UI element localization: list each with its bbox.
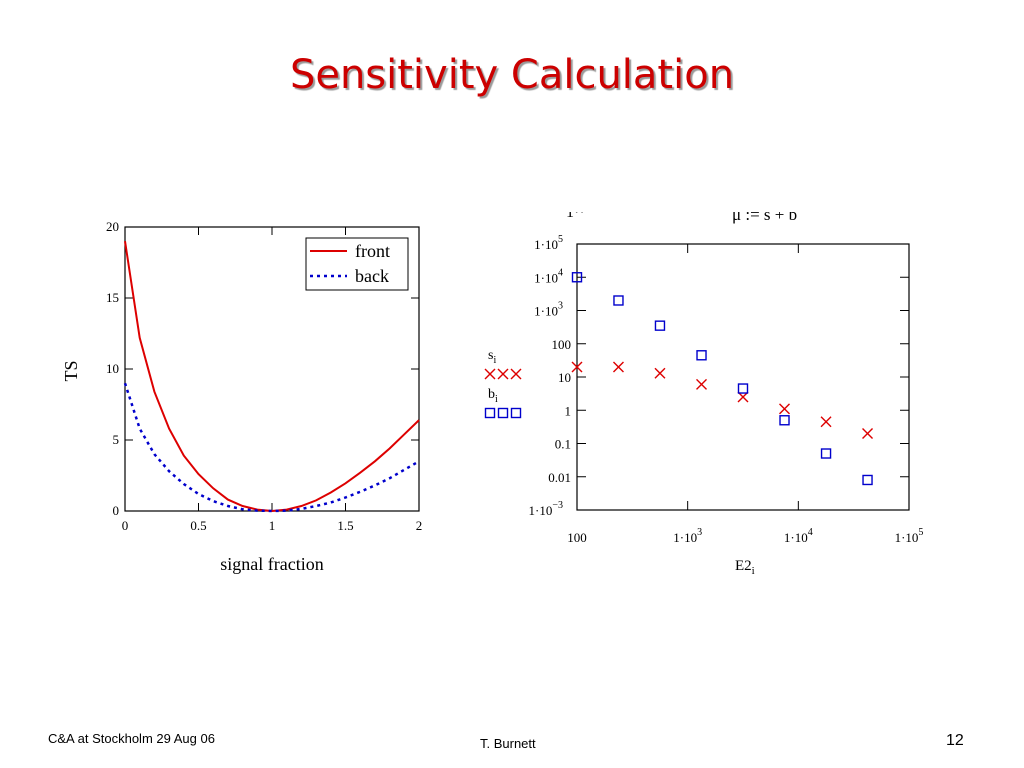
data-point-b <box>571 272 583 283</box>
data-point-b <box>737 383 749 394</box>
y-tick-label: 0 <box>113 503 120 518</box>
key-marker-s <box>484 368 496 380</box>
legend-label-back: back <box>355 266 389 286</box>
series-key: si bi <box>484 348 522 419</box>
plot-frame <box>576 243 910 511</box>
key-marker-s <box>510 368 522 380</box>
slide-title: Sensitivity Calculation <box>289 52 735 98</box>
y-tick-label: 15 <box>106 290 119 305</box>
x-tick-label: 1·103 <box>673 527 702 545</box>
legend: front back <box>305 237 409 291</box>
series-key-label-s: si <box>488 348 496 366</box>
series-key-label-b: bi <box>488 387 498 405</box>
legend-label-front: front <box>355 241 390 261</box>
series-key-markers-s <box>484 368 522 380</box>
data-point-b <box>820 448 832 459</box>
data-point-s <box>779 403 791 415</box>
y-tick-label: 20 <box>106 219 119 234</box>
footer-event: C&A at Stockholm 29 Aug 06 <box>48 731 215 746</box>
ts-chart: 0 0.5 1 1.5 2 0 5 10 15 20 TS signal fraction fr… <box>61 219 422 574</box>
data-point-b <box>613 295 624 306</box>
y-tick-label: 1·103 <box>534 301 563 319</box>
key-marker-b <box>484 407 496 419</box>
x-tick-label: 1 <box>269 518 276 533</box>
data-point-b <box>654 320 666 331</box>
y-tick-label: 5 <box>113 432 120 447</box>
x-tick-label: 0.5 <box>190 518 206 533</box>
series-line-front <box>124 241 420 513</box>
y-tick-label: 0.01 <box>548 470 571 485</box>
key-marker-b <box>510 407 522 419</box>
y-axis-label: TS <box>61 360 81 381</box>
footer-author: T. Burnett <box>480 736 536 751</box>
y-tick-label: 1·10−3 <box>529 500 563 518</box>
x-tick-label: 1.5 <box>337 518 353 533</box>
data-point-s <box>862 427 874 439</box>
y-tick-label: 10 <box>558 370 571 385</box>
y-tick-label: 1·104 <box>534 267 563 285</box>
x-axis-label: E2i <box>735 558 755 577</box>
series-key-markers-b <box>484 407 522 419</box>
x-tick-label: 2 <box>416 518 423 533</box>
data-point-b <box>862 474 873 486</box>
x-axis-label: signal fraction <box>220 554 323 574</box>
series-line-back <box>123 382 420 513</box>
tick-marks <box>124 226 420 512</box>
x-tick-label: 1·105 <box>895 527 924 545</box>
x-tick-label: 0 <box>122 518 129 533</box>
tick-marks <box>576 243 910 511</box>
data-point-b <box>779 415 790 426</box>
header-mask <box>470 199 840 212</box>
y-tick-label: 10 <box>106 361 119 376</box>
y-tick-labels: 1·105 1·104 1·103 100 10 1 0.1 0.01 1·10−3 <box>529 234 571 518</box>
data-point-s <box>612 361 624 373</box>
data-point-s <box>654 367 666 379</box>
x-tick-label: 1·104 <box>784 527 813 545</box>
x-tick-labels: 100 1·103 1·104 1·105 <box>567 527 923 545</box>
key-marker-s <box>497 368 509 380</box>
y-tick-label: 100 <box>552 337 572 352</box>
y-tick-labels: 0 5 10 15 20 <box>106 219 119 518</box>
data-point-s <box>571 361 583 373</box>
x-tick-labels: 0 0.5 1 1.5 2 <box>122 518 423 533</box>
series-group <box>123 241 420 513</box>
y-tick-label: 1·105 <box>534 234 563 252</box>
x-tick-label: 100 <box>567 530 587 545</box>
spectrum-chart: 1·· μ := s + b 100 1·103 1·104 1·105 1·1051… <box>470 199 923 577</box>
y-tick-label: 1 <box>565 403 572 418</box>
data-point-b <box>696 350 707 361</box>
series-group <box>571 272 874 486</box>
page-number: 12 <box>946 732 964 749</box>
legend-box <box>305 237 409 291</box>
key-marker-b <box>497 407 509 419</box>
data-point-s <box>820 416 832 428</box>
y-tick-label: 0.1 <box>555 437 571 452</box>
data-point-s <box>696 378 708 390</box>
